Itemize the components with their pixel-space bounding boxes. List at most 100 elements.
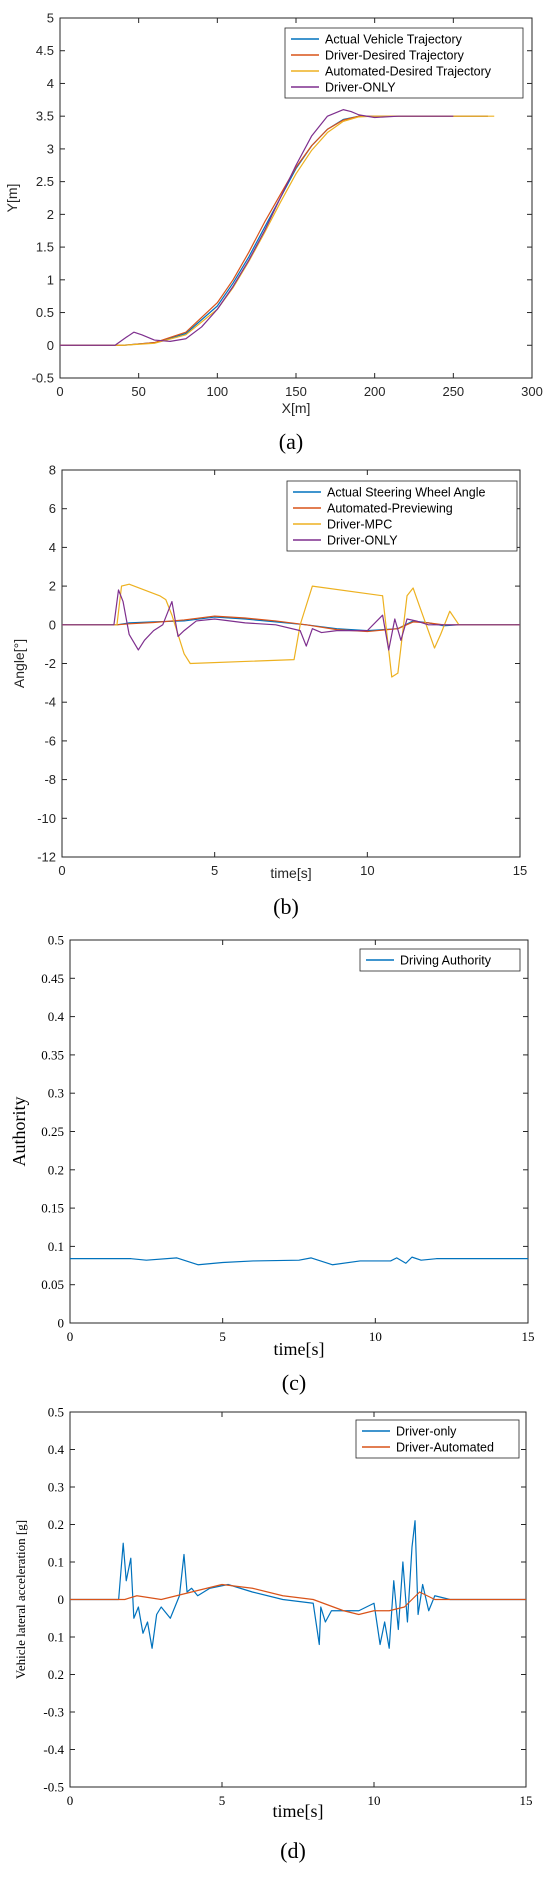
y-tick-label: -6 (44, 733, 56, 748)
y-tick-label: 0.3 (48, 1480, 64, 1495)
y-tick-label: 0.4 (48, 1009, 65, 1024)
x-tick-label: 0 (58, 863, 65, 878)
y-tick-label: 0.35 (41, 1047, 64, 1062)
panel-caption: (a) (279, 429, 303, 454)
y-tick-label: 2 (47, 207, 54, 222)
x-axis-label: time[s] (270, 865, 311, 881)
legend: Driver-only Driver-Automated (355, 1419, 520, 1459)
series-line-2 (62, 615, 520, 633)
legend-label: Actual Steering Wheel Angle (327, 485, 485, 499)
y-tick-label: 0.4 (48, 1442, 65, 1457)
y-tick-label: -10 (37, 811, 56, 826)
y-tick-label: 4 (49, 540, 56, 555)
y-tick-label: -0.3 (43, 1705, 64, 1720)
y-tick-label: 4.5 (36, 43, 54, 58)
x-tick-label: 250 (442, 384, 464, 399)
plot-area (69, 939, 529, 1324)
legend: Driving Authority (359, 948, 521, 972)
y-tick-label: 0.5 (48, 1405, 64, 1420)
y-tick-label: -2 (44, 656, 56, 671)
panel-caption: (c) (282, 1370, 306, 1395)
y-tick-label: 6 (49, 501, 56, 516)
legend-label: Driver-Automated (396, 1440, 494, 1454)
x-tick-label: 10 (360, 863, 374, 878)
y-tick-label: 3.5 (36, 109, 54, 124)
legend-label: Driver-only (396, 1424, 457, 1438)
x-tick-label: 150 (285, 384, 307, 399)
x-tick-label: 5 (219, 1793, 226, 1808)
series-line-3 (62, 583, 520, 678)
y-tick-label: 0.2 (48, 1162, 64, 1177)
legend-box (359, 948, 521, 972)
y-tick-label: 0 (58, 1316, 65, 1331)
y-tick-label: 0.1 (48, 1630, 64, 1645)
y-axis-label: Vehicle lateral acceleration [g] (13, 1520, 28, 1679)
y-tick-label: 0.2 (48, 1667, 64, 1682)
chart-panel-d: 0 5 10 15 -0.5 -0.4 -0.3 0.2 0.1 0 0.1 0.2 0.3 0.4 0.5… (13, 1405, 533, 1864)
x-tick-label: 5 (211, 863, 218, 878)
y-tick-label: 0.5 (48, 933, 64, 948)
series-line-4 (62, 589, 520, 651)
x-tick-label: 10 (369, 1329, 382, 1344)
chart-panel-a: 0 50 100 150 200 250 300-0.500.511.522.533.544… (4, 11, 543, 455)
y-tick-label: 1.5 (36, 240, 54, 255)
y-tick-label: -0.5 (43, 1780, 64, 1795)
legend-box (284, 27, 524, 99)
legend-box (355, 1419, 520, 1459)
legend-box (286, 480, 518, 552)
y-axis-label: Angle[°] (11, 639, 27, 688)
chart-panel-c: 0 5 10 15 0 0.05 0.1 0.15 0.2 0.25 0.3 0.35 0.4 0.45 0… (9, 933, 535, 1396)
x-axis-label: time[s] (273, 1801, 324, 1821)
y-tick-label: -8 (44, 772, 56, 787)
legend-label: Automated-Previewing (327, 501, 453, 515)
panel-caption: (d) (280, 1838, 306, 1863)
y-tick-label: 1 (47, 272, 54, 287)
y-tick-label: 0 (47, 338, 54, 353)
chart-panel-b: 0 5 10 15 -12 -10 -8 -6 -4 -2 0 2 4 6 8 time[s] Angle[°]… (11, 463, 527, 920)
y-tick-label: 2.5 (36, 174, 54, 189)
y-tick-label: 3 (47, 141, 54, 156)
series-line-3 (60, 115, 495, 346)
x-tick-label: 300 (521, 384, 543, 399)
y-tick-label: 5 (47, 11, 54, 26)
x-axis-label: X[m] (282, 400, 311, 416)
y-tick-label: 0.25 (41, 1124, 64, 1139)
legend-label: Driver-ONLY (327, 533, 398, 547)
y-axis-label: Y[m] (4, 184, 20, 213)
x-tick-label: 0 (67, 1793, 74, 1808)
legend-label: Driving Authority (400, 953, 492, 967)
y-tick-label: 4 (47, 76, 54, 91)
series-line-2 (70, 1583, 526, 1616)
x-tick-label: 50 (131, 384, 145, 399)
series-line-1 (70, 1256, 528, 1266)
panel-caption: (b) (273, 894, 299, 919)
series-line-1 (70, 1520, 526, 1649)
x-tick-label: 0 (56, 384, 63, 399)
series-line-4 (60, 109, 454, 346)
y-tick-label: -0.4 (43, 1742, 64, 1757)
y-tick-label: 0.45 (41, 971, 64, 986)
y-tick-label: 2 (49, 579, 56, 594)
legend-label: Driver-ONLY (325, 80, 396, 94)
x-tick-label: 200 (364, 384, 386, 399)
x-axis-label: time[s] (274, 1339, 325, 1359)
y-tick-label: 0.15 (41, 1201, 64, 1216)
y-tick-label: 0.1 (48, 1555, 64, 1570)
x-tick-label: 15 (520, 1793, 533, 1808)
y-tick-label: 0.05 (41, 1277, 64, 1292)
legend-label: Automated-Desired Trajectory (325, 64, 492, 78)
y-tick-label: 0 (49, 617, 56, 632)
y-tick-label: 8 (49, 463, 56, 478)
y-tick-label: 0.1 (48, 1239, 64, 1254)
x-tick-label: 15 (522, 1329, 535, 1344)
legend: Actual Vehicle Trajectory Driver-Desired … (284, 27, 524, 99)
y-tick-label: 0.3 (48, 1086, 64, 1101)
y-tick-label: -4 (44, 695, 56, 710)
legend-label: Actual Vehicle Trajectory (325, 32, 463, 46)
x-tick-label: 0 (67, 1329, 74, 1344)
y-tick-label: 0 (58, 1592, 65, 1607)
x-tick-label: 5 (219, 1329, 226, 1344)
x-tick-label: 10 (368, 1793, 381, 1808)
legend-label: Driver-Desired Trajectory (325, 48, 465, 62)
